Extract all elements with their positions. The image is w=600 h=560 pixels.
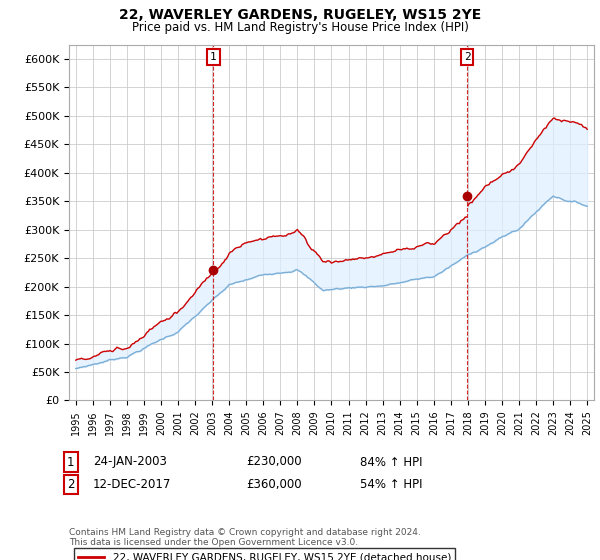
Text: 2: 2 (67, 478, 74, 491)
Text: 1: 1 (210, 52, 217, 62)
Text: 22, WAVERLEY GARDENS, RUGELEY, WS15 2YE: 22, WAVERLEY GARDENS, RUGELEY, WS15 2YE (119, 8, 481, 22)
Legend: 22, WAVERLEY GARDENS, RUGELEY, WS15 2YE (detached house), HPI: Average price, de: 22, WAVERLEY GARDENS, RUGELEY, WS15 2YE … (74, 548, 455, 560)
Text: £230,000: £230,000 (246, 455, 302, 469)
Text: Contains HM Land Registry data © Crown copyright and database right 2024.
This d: Contains HM Land Registry data © Crown c… (69, 528, 421, 547)
Text: Price paid vs. HM Land Registry's House Price Index (HPI): Price paid vs. HM Land Registry's House … (131, 21, 469, 34)
Text: 84% ↑ HPI: 84% ↑ HPI (360, 455, 422, 469)
Text: 12-DEC-2017: 12-DEC-2017 (93, 478, 172, 491)
Text: 2: 2 (464, 52, 470, 62)
Text: £360,000: £360,000 (246, 478, 302, 491)
Text: 1: 1 (67, 455, 74, 469)
Text: 54% ↑ HPI: 54% ↑ HPI (360, 478, 422, 491)
Text: 24-JAN-2003: 24-JAN-2003 (93, 455, 167, 469)
